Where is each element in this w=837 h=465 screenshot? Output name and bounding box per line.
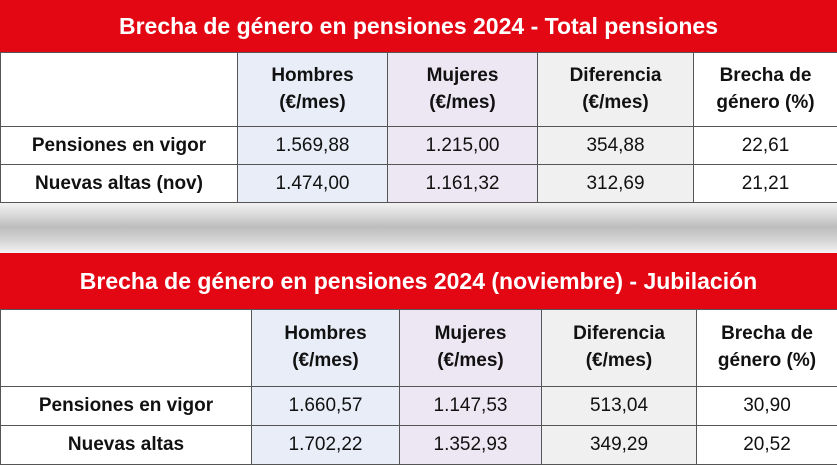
- cell-mujeres: 1.161,32: [388, 165, 538, 203]
- header-line: Mujeres: [427, 65, 499, 86]
- row-label: Pensiones en vigor: [1, 387, 252, 426]
- cell-hombres: 1.660,57: [252, 387, 400, 426]
- data-table: Hombres (€/mes) Mujeres (€/mes) Diferencia…: [0, 52, 837, 203]
- header-line: (€/mes): [582, 92, 649, 113]
- header-line: Mujeres: [435, 323, 507, 344]
- row-label: Nuevas altas (nov): [1, 165, 238, 203]
- header-line: Brecha de: [721, 323, 813, 344]
- data-table: Hombres (€/mes) Mujeres (€/mes) Diferencia…: [0, 309, 837, 465]
- table-title: Brecha de género en pensiones 2024 - Tot…: [0, 0, 837, 52]
- header-brecha: Brecha de género (%): [694, 53, 837, 127]
- cell-diferencia: 354,88: [538, 127, 694, 165]
- header-row: Hombres (€/mes) Mujeres (€/mes) Diferencia…: [1, 310, 837, 387]
- header-diferencia: Diferencia (€/mes): [542, 310, 697, 387]
- header-hombres: Hombres (€/mes): [238, 53, 388, 127]
- cell-brecha: 21,21: [694, 165, 837, 203]
- row-label: Pensiones en vigor: [1, 127, 238, 165]
- header-line: (€/mes): [429, 92, 496, 113]
- header-row: Hombres (€/mes) Mujeres (€/mes) Diferencia…: [1, 53, 837, 127]
- header-line: género (%): [718, 350, 816, 371]
- cell-mujeres: 1.215,00: [388, 127, 538, 165]
- header-line: (€/mes): [437, 350, 504, 371]
- cell-mujeres: 1.352,93: [400, 426, 542, 465]
- header-mujeres: Mujeres (€/mes): [400, 310, 542, 387]
- table-total-pensiones: Brecha de género en pensiones 2024 - Tot…: [0, 0, 837, 203]
- table-row: Pensiones en vigor 1.569,88 1.215,00 354…: [1, 127, 837, 165]
- header-line: Diferencia: [573, 323, 665, 344]
- cell-diferencia: 349,29: [542, 426, 697, 465]
- header-line: (€/mes): [292, 350, 359, 371]
- cell-hombres: 1.569,88: [238, 127, 388, 165]
- row-label: Nuevas altas: [1, 426, 252, 465]
- header-line: (€/mes): [279, 92, 346, 113]
- header-line: Hombres: [284, 323, 366, 344]
- cell-mujeres: 1.147,53: [400, 387, 542, 426]
- header-mujeres: Mujeres (€/mes): [388, 53, 538, 127]
- table-title: Brecha de género en pensiones 2024 (novi…: [0, 253, 837, 309]
- cell-brecha: 30,90: [697, 387, 837, 426]
- header-brecha: Brecha de género (%): [697, 310, 837, 387]
- header-line: (€/mes): [586, 350, 653, 371]
- table-row: Nuevas altas (nov) 1.474,00 1.161,32 312…: [1, 165, 837, 203]
- cell-brecha: 20,52: [697, 426, 837, 465]
- header-line: Brecha de: [720, 65, 812, 86]
- section-divider: [0, 203, 837, 253]
- header-hombres: Hombres (€/mes): [252, 310, 400, 387]
- table-row: Nuevas altas 1.702,22 1.352,93 349,29 20…: [1, 426, 837, 465]
- header-diferencia: Diferencia (€/mes): [538, 53, 694, 127]
- cell-brecha: 22,61: [694, 127, 837, 165]
- header-line: Diferencia: [570, 65, 662, 86]
- cell-diferencia: 513,04: [542, 387, 697, 426]
- cell-diferencia: 312,69: [538, 165, 694, 203]
- header-blank-cell: [1, 53, 238, 127]
- table-row: Pensiones en vigor 1.660,57 1.147,53 513…: [1, 387, 837, 426]
- header-blank-cell: [1, 310, 252, 387]
- cell-hombres: 1.702,22: [252, 426, 400, 465]
- header-line: género (%): [716, 92, 814, 113]
- cell-hombres: 1.474,00: [238, 165, 388, 203]
- table-jubilacion: Brecha de género en pensiones 2024 (novi…: [0, 253, 837, 464]
- header-line: Hombres: [271, 65, 353, 86]
